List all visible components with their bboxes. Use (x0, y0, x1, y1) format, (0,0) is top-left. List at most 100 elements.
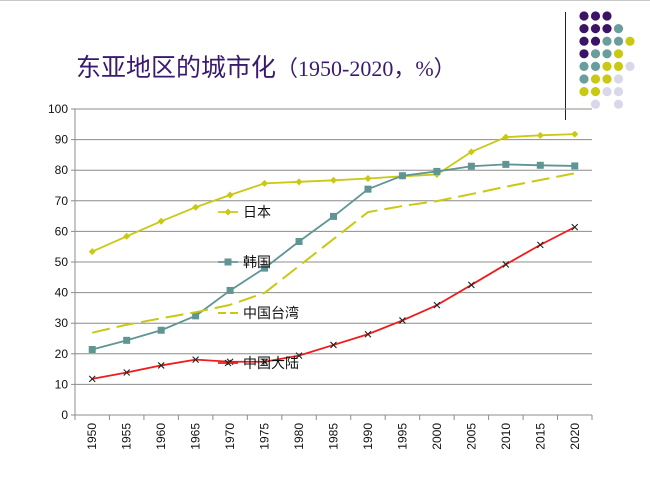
data-point-square (536, 161, 544, 169)
data-point-x (123, 369, 131, 376)
data-point-diamond (261, 179, 269, 187)
x-tick-label: 2020 (568, 423, 582, 450)
data-point-square (123, 336, 131, 344)
x-tick-label: 1995 (395, 423, 409, 450)
series-line (92, 226, 576, 380)
x-tick-label: 1990 (361, 423, 375, 450)
data-point-x (433, 301, 441, 309)
decorative-dot (613, 61, 624, 71)
data-point-x (502, 261, 510, 268)
x-tick-label: 1970 (223, 423, 237, 450)
legend-marker-diamond (224, 208, 232, 216)
data-point-diamond (467, 148, 475, 156)
decorative-dot (590, 36, 601, 46)
x-tick-label: 2005 (464, 423, 478, 450)
y-tick-label: 20 (55, 347, 69, 361)
decorative-dot (590, 11, 601, 21)
decorative-dot (579, 74, 589, 84)
decorative-dot (579, 11, 589, 21)
decorative-dot (590, 24, 601, 34)
decorative-dot (613, 99, 624, 109)
x-tick-label: 2010 (499, 423, 513, 450)
decorative-dot (613, 74, 624, 84)
data-point-diamond (295, 178, 303, 186)
legend-label: 中国台湾 (243, 305, 299, 322)
series-line (92, 163, 575, 351)
decorative-dot (625, 36, 635, 46)
data-point-x (467, 281, 475, 289)
x-tick-label: 2000 (430, 423, 444, 450)
data-point-square (192, 312, 200, 320)
data-point-x (192, 356, 200, 364)
data-point-x (364, 330, 372, 338)
data-point-square (571, 162, 579, 170)
y-tick-label: 60 (55, 224, 69, 238)
decorative-dot (579, 61, 589, 71)
x-tick-label: 1980 (292, 423, 306, 450)
y-tick-label: 80 (55, 163, 69, 177)
decorative-dot (579, 87, 589, 97)
data-point-diamond (157, 217, 165, 225)
data-point-square (226, 286, 234, 294)
title-paren: （1950-2020，%） (276, 56, 456, 81)
legend-label: 中国大陆 (243, 356, 299, 372)
y-tick-label: 90 (55, 133, 69, 147)
title-main: 东亚地区的城市化 (76, 53, 277, 82)
x-tick-label: 1960 (154, 423, 168, 450)
data-point-x (399, 317, 406, 324)
data-point-x (536, 241, 544, 249)
decorative-dot (590, 74, 601, 84)
data-point-square (157, 326, 165, 334)
decorative-dot (602, 24, 612, 34)
page-title: 东亚地区的城市化（1950-2020，%） (76, 48, 456, 84)
decorative-dot (590, 87, 601, 97)
data-point-x (261, 358, 268, 366)
legend-marker-square (224, 258, 232, 266)
data-point-diamond (502, 133, 510, 141)
decorative-dot (613, 49, 624, 59)
legend-marker-x (224, 359, 232, 367)
legend-label: 日本 (243, 205, 271, 221)
series-line (92, 172, 575, 334)
decorative-dot (625, 61, 635, 71)
decorative-dot (613, 36, 624, 46)
decorative-dot (579, 24, 589, 34)
decorative-dot (602, 61, 612, 71)
y-tick-label: 0 (61, 408, 68, 422)
data-point-square (88, 346, 96, 354)
y-tick-label: 50 (55, 255, 69, 269)
decorative-dot (602, 36, 612, 46)
data-point-square (398, 172, 406, 180)
decorative-dot (579, 36, 589, 46)
data-point-square (467, 162, 475, 170)
data-point-x (571, 223, 579, 231)
decorative-dot (590, 61, 601, 71)
decorative-vertical-line (565, 12, 566, 120)
data-point-diamond (226, 191, 234, 199)
decorative-dot (590, 99, 601, 109)
decorative-dot (613, 87, 624, 97)
data-point-x (295, 352, 303, 360)
decorative-dot (613, 24, 624, 34)
y-tick-label: 70 (55, 194, 69, 208)
decorative-dot (602, 87, 612, 97)
y-tick-label: 40 (55, 286, 69, 300)
data-point-x (88, 375, 96, 383)
data-point-x (157, 362, 165, 369)
x-tick-label: 1950 (85, 423, 99, 450)
y-tick-label: 10 (55, 377, 69, 391)
y-tick-label: 100 (48, 102, 68, 116)
series-line (91, 133, 575, 253)
data-point-square (364, 185, 372, 193)
top-border (0, 0, 650, 1)
data-point-square (295, 237, 303, 245)
data-point-diamond (330, 176, 337, 184)
x-tick-label: 1985 (327, 423, 341, 450)
x-tick-label: 2015 (533, 423, 547, 450)
decorative-dot (602, 11, 612, 21)
decorative-dot (602, 49, 612, 59)
decorative-dot (602, 74, 612, 84)
data-point-diamond (192, 203, 200, 211)
